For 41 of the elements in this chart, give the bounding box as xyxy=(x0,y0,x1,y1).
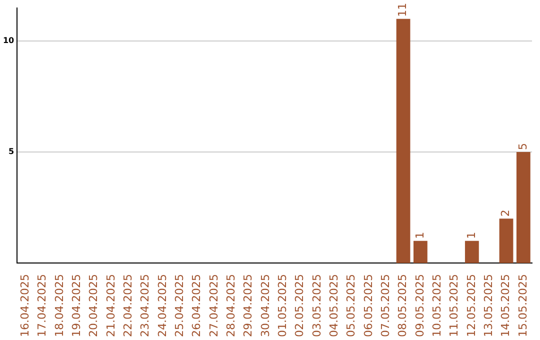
bar xyxy=(499,218,514,264)
x-tick-label: 08.05.2025 xyxy=(396,274,410,338)
x-tick-label: 26.04.2025 xyxy=(190,274,204,338)
data-label: 1 xyxy=(413,232,426,239)
x-tick-label: 23.04.2025 xyxy=(138,274,152,338)
bar xyxy=(396,18,410,264)
data-label: 5 xyxy=(516,143,530,150)
x-tick-label: 12.05.2025 xyxy=(464,274,478,338)
x-tick-label: 28.04.2025 xyxy=(224,274,238,338)
x-tick-label: 04.05.2025 xyxy=(327,274,340,338)
x-tick-label: 30.04.2025 xyxy=(258,274,272,338)
x-tick-label: 10.05.2025 xyxy=(430,274,444,338)
x-tick-label: 27.04.2025 xyxy=(207,274,220,338)
x-tick-label: 20.04.2025 xyxy=(87,274,100,338)
x-tick-label: 11.05.2025 xyxy=(448,274,461,338)
x-tick-label: 03.05.2025 xyxy=(310,274,324,338)
y-tick-label: 10 xyxy=(2,36,15,46)
x-tick-label: 15.05.2025 xyxy=(516,274,530,338)
data-label: 11 xyxy=(396,2,410,17)
x-tick-label: 25.04.2025 xyxy=(173,274,186,338)
data-label: 1 xyxy=(464,232,478,239)
x-tick-label: 06.05.2025 xyxy=(362,274,375,338)
bar xyxy=(516,152,530,264)
x-tick-label: 01.05.2025 xyxy=(276,274,290,338)
x-tick-label: 22.04.2025 xyxy=(122,274,135,338)
x-tick-label: 17.04.2025 xyxy=(36,274,49,338)
x-tick-label: 13.05.2025 xyxy=(482,274,495,338)
x-tick-label: 09.05.2025 xyxy=(413,274,426,338)
x-tick-label: 21.04.2025 xyxy=(104,274,118,338)
x-tick-label: 02.05.2025 xyxy=(293,274,306,338)
x-tick-label: 19.04.2025 xyxy=(70,274,84,338)
bar xyxy=(464,240,479,264)
x-tick-label: 05.05.2025 xyxy=(344,274,358,338)
data-label: 2 xyxy=(499,210,512,217)
x-tick-label: 18.04.2025 xyxy=(52,274,66,338)
x-tick-label: 16.04.2025 xyxy=(18,274,32,338)
x-tick-label: 29.04.2025 xyxy=(242,274,255,338)
bar xyxy=(413,240,428,264)
x-tick-label: 14.05.2025 xyxy=(499,274,512,338)
x-tick-label: 07.05.2025 xyxy=(378,274,392,338)
x-tick-label: 24.04.2025 xyxy=(156,274,169,338)
